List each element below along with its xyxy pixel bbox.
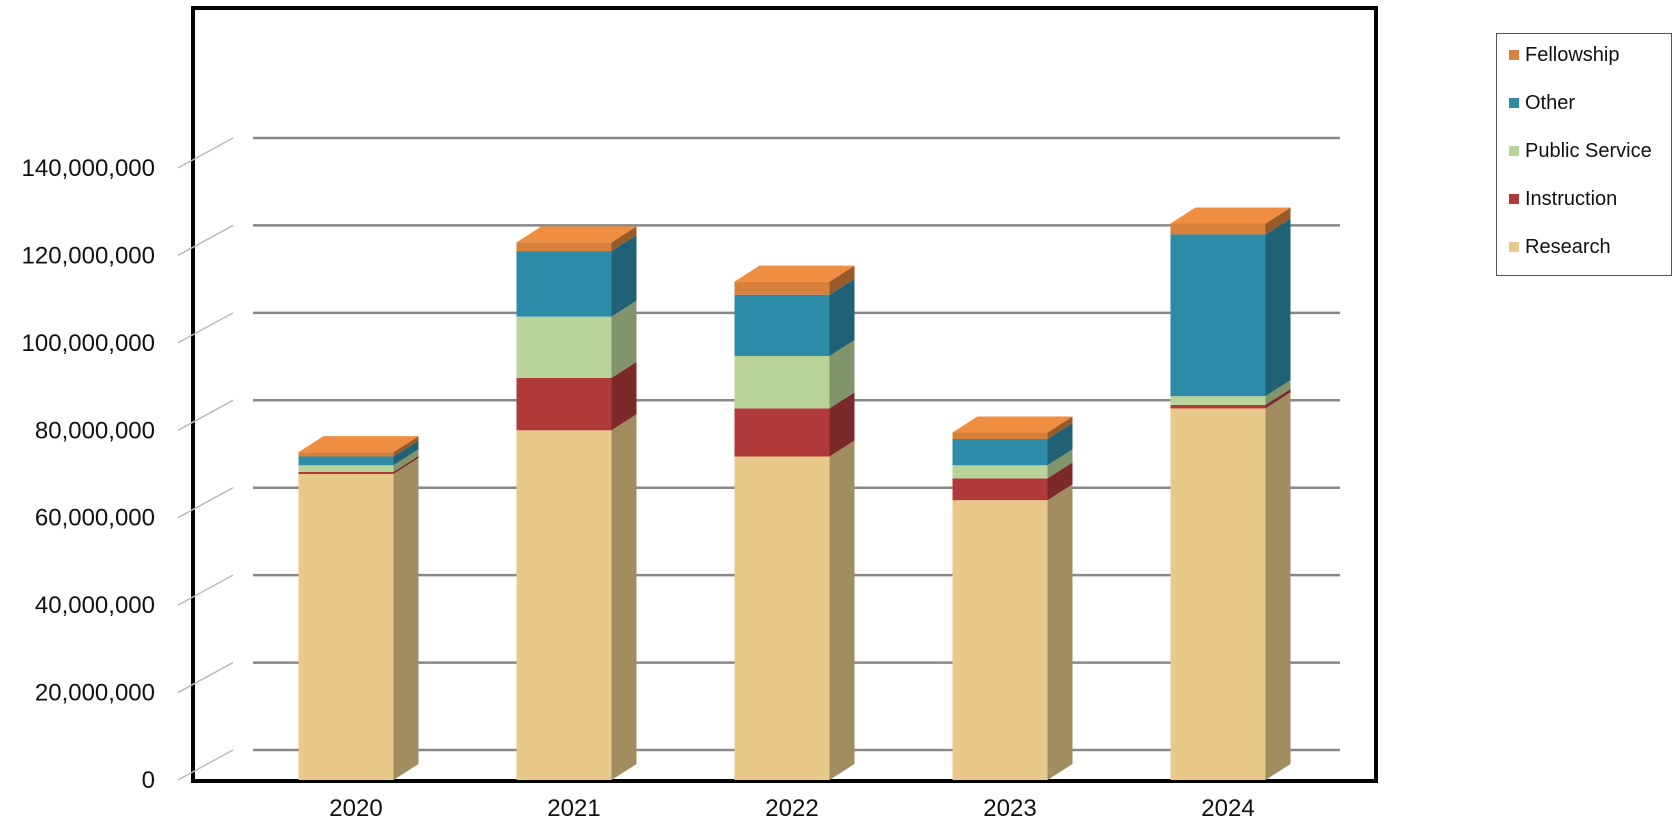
gridline-depth — [177, 661, 234, 694]
legend-item-public-service: Public Service — [1509, 139, 1652, 163]
x-tick-label: 2024 — [1201, 795, 1254, 822]
bar-top — [298, 436, 419, 453]
bar-side — [1265, 388, 1291, 409]
bar-side — [611, 226, 637, 252]
bar-side — [1047, 416, 1073, 440]
x-axis-ticks: 2020 2021 2022 2023 2024 — [329, 795, 1254, 822]
bar-segment-instruction — [952, 478, 1048, 501]
bar-segment-fellowship — [516, 242, 612, 252]
gridline-depth — [177, 224, 234, 257]
bar-segment-fellowship — [1170, 223, 1266, 235]
bar-side — [829, 265, 855, 295]
bar-segment-other — [952, 439, 1048, 466]
bar-segment-public-service — [298, 465, 394, 472]
bar-segment-instruction — [1170, 404, 1266, 409]
bar-side — [1047, 423, 1073, 466]
bar-segment-other — [298, 456, 394, 466]
bar-side — [829, 392, 855, 457]
legend-swatch-research — [1509, 242, 1519, 252]
bar-side — [611, 300, 637, 378]
bar-segment-public-service — [1170, 396, 1266, 405]
bar-segment-other — [734, 294, 830, 356]
gridline-depth — [177, 399, 234, 431]
bar-segment-fellowship — [952, 432, 1048, 440]
bar-segment-public-service — [952, 465, 1048, 479]
x-tick-label: 2021 — [547, 795, 600, 822]
bar-side — [1047, 484, 1073, 780]
plot-frame — [191, 6, 1378, 783]
x-tick-label: 2022 — [765, 795, 818, 822]
gridline-depth — [177, 312, 234, 344]
bar-side — [1265, 218, 1291, 397]
bar-segment-research — [516, 430, 612, 780]
legend-swatch-fellowship — [1509, 50, 1519, 60]
bar-segment-other — [516, 251, 612, 317]
y-tick-label: 140,000,000 — [22, 155, 155, 182]
bar-side — [1265, 380, 1291, 405]
bar-top — [734, 265, 855, 282]
bar-segment-research — [952, 500, 1048, 780]
bar-segment-fellowship — [734, 281, 830, 295]
legend-label-public-service: Public Service — [1525, 139, 1652, 162]
bar-top — [952, 416, 1073, 433]
bar-side — [393, 436, 419, 457]
bar-segment-instruction — [298, 471, 394, 474]
y-tick-label: 20,000,000 — [35, 680, 155, 707]
bar-segment-public-service — [734, 355, 830, 409]
legend-label-instruction: Instruction — [1525, 187, 1618, 210]
legend-label-research: Research — [1525, 235, 1611, 258]
legend-item-research: Research — [1509, 235, 1611, 259]
bar-side — [393, 440, 419, 466]
bar-segment-research — [734, 456, 830, 780]
bar-side — [611, 361, 637, 431]
legend-item-fellowship: Fellowship — [1509, 43, 1619, 67]
bar-side — [611, 414, 637, 780]
bar-segment-instruction — [516, 377, 612, 431]
legend: Fellowship Other Public Service Instruct… — [1496, 33, 1672, 276]
y-axis-ticks: 0 20,000,000 40,000,000 60,000,000 80,000,00… — [22, 155, 155, 794]
bar-segment-research — [1170, 408, 1266, 780]
gridline-depth — [177, 574, 234, 606]
y-tick-label: 120,000,000 — [22, 242, 155, 269]
bar-side — [1047, 449, 1073, 479]
gridline-depth — [177, 487, 234, 519]
gridline-depth — [177, 137, 234, 169]
bar-side — [393, 455, 419, 474]
legend-swatch-other — [1509, 98, 1519, 108]
legend-item-instruction: Instruction — [1509, 187, 1617, 211]
bar-top — [1170, 207, 1291, 224]
legend-swatch-instruction — [1509, 194, 1519, 204]
legend-label-fellowship: Fellowship — [1525, 43, 1620, 66]
x-tick-label: 2020 — [329, 795, 382, 822]
bar-side — [393, 449, 419, 472]
bar-side — [611, 235, 637, 317]
bar-segment-fellowship — [298, 452, 394, 457]
y-tick-label: 0 — [142, 767, 155, 794]
legend-swatch-public-service — [1509, 146, 1519, 156]
x-tick-label: 2023 — [983, 795, 1036, 822]
legend-label-other: Other — [1525, 91, 1576, 114]
bar-side — [1047, 462, 1073, 501]
bar-side — [1265, 207, 1291, 235]
bar-side — [1265, 392, 1291, 780]
bar-segment-instruction — [734, 408, 830, 457]
bar-side — [829, 278, 855, 356]
bar-segment-research — [298, 474, 394, 780]
bars — [298, 207, 1291, 780]
bar-side — [829, 440, 855, 780]
bar-segment-public-service — [516, 316, 612, 378]
gridline-depth — [177, 749, 234, 781]
legend-item-other: Other — [1509, 91, 1575, 115]
bar-top — [516, 226, 637, 243]
y-tick-label: 40,000,000 — [35, 592, 155, 619]
bar-side — [393, 458, 419, 780]
y-tick-label: 60,000,000 — [35, 505, 155, 532]
y-tick-label: 80,000,000 — [35, 417, 155, 444]
bar-side — [829, 339, 855, 409]
bar-segment-other — [1170, 234, 1266, 397]
y-tick-label: 100,000,000 — [22, 330, 155, 357]
